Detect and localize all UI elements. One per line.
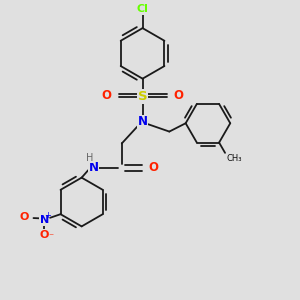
Text: O: O xyxy=(19,212,28,222)
Text: N: N xyxy=(88,161,98,174)
Text: ⁻: ⁻ xyxy=(48,232,53,242)
Text: O: O xyxy=(101,89,111,102)
Text: +: + xyxy=(44,212,51,220)
Text: S: S xyxy=(138,90,147,103)
Text: N: N xyxy=(138,115,148,128)
Text: CH₃: CH₃ xyxy=(226,154,242,163)
Text: O: O xyxy=(40,230,49,240)
Text: Cl: Cl xyxy=(136,4,148,14)
Text: O: O xyxy=(174,89,184,102)
Text: N: N xyxy=(40,215,49,225)
Text: H: H xyxy=(86,153,93,163)
Text: O: O xyxy=(148,161,158,174)
